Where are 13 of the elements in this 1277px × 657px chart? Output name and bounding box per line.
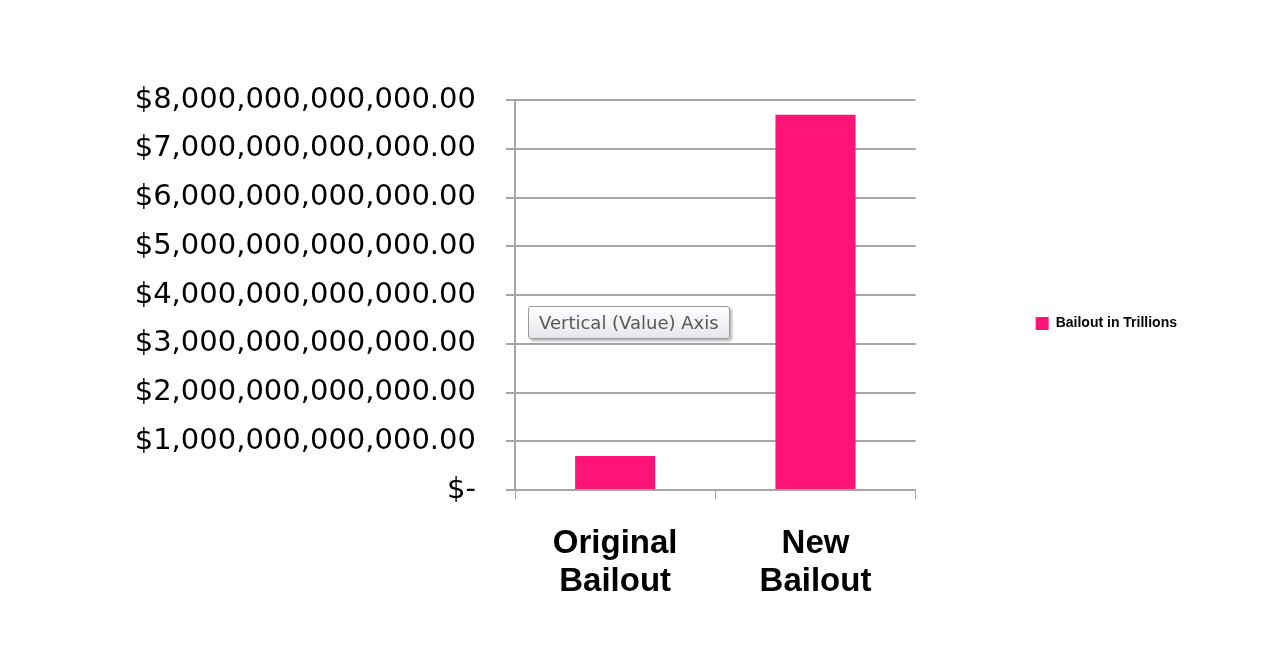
y-tick-label: $3,000,000,000,000.00: [134, 324, 476, 359]
y-tick-label: $5,000,000,000,000.00: [134, 226, 476, 261]
x-tick-label: Original Bailout: [552, 523, 678, 599]
y-tick-label: $-: [447, 470, 476, 505]
y-tick-label: $7,000,000,000,000.00: [134, 129, 476, 164]
y-tick-label: $1,000,000,000,000.00: [134, 421, 476, 456]
y-tick-label: $2,000,000,000,000.00: [134, 373, 476, 408]
x-tick-label: New Bailout: [759, 523, 872, 599]
y-tick-label: $8,000,000,000,000.00: [134, 80, 476, 115]
legend-label: Bailout in Trillions: [1055, 314, 1178, 331]
y-tick-label: $4,000,000,000,000.00: [134, 275, 476, 310]
y-tick-label: $6,000,000,000,000.00: [134, 178, 476, 213]
annotation: Vertical (Value) Axis: [528, 306, 730, 339]
